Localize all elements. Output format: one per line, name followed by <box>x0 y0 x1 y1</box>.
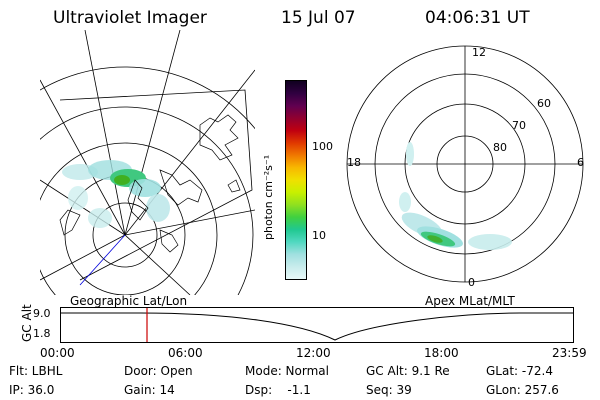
app-title: Ultraviolet Imager <box>53 8 207 28</box>
mlat-label-70: 70 <box>512 119 526 132</box>
mlt-label-18: 18 <box>347 156 361 169</box>
timeline-y-tick-high: 9.0 <box>33 307 51 320</box>
right-map-caption: Apex MLat/MLT <box>425 294 515 308</box>
info-seq: Seq: 39 <box>366 383 412 397</box>
mlt-label-6: 6 <box>577 156 584 169</box>
aurora-emission-apex <box>399 142 512 250</box>
aurora-emission <box>62 160 170 228</box>
timeline-x-tick-3: 18:00 <box>424 346 459 360</box>
timeline-x-tick-4: 23:59 <box>552 346 587 360</box>
info-gc-alt: GC Alt: 9.1 Re <box>366 364 450 378</box>
colorbar-tick-100: 100 <box>312 140 333 153</box>
mlt-label-12: 12 <box>472 46 486 59</box>
colorbar <box>285 80 307 280</box>
altitude-timeline <box>60 307 574 343</box>
apex-map <box>346 45 584 283</box>
info-mode: Mode: Normal <box>245 364 329 378</box>
mlat-label-60: 60 <box>537 97 551 110</box>
date-label: 15 Jul 07 <box>281 8 356 28</box>
left-map-caption: Geographic Lat/Lon <box>70 294 188 308</box>
colorbar-tick-10: 10 <box>312 229 326 242</box>
timeline-x-tick-2: 12:00 <box>296 346 331 360</box>
info-door: Door: Open <box>124 364 193 378</box>
info-gain: Gain: 14 <box>124 383 175 397</box>
mlat-label-80: 80 <box>493 141 507 154</box>
info-filter: Flt: LBHL <box>9 364 63 378</box>
timeline-x-tick-0: 00:00 <box>40 346 75 360</box>
info-dsp: Dsp: -1.1 <box>245 383 311 397</box>
time-label: 04:06:31 UT <box>425 8 530 28</box>
info-glon: GLon: 257.6 <box>486 383 559 397</box>
timeline-x-tick-1: 06:00 <box>168 346 203 360</box>
geographic-map <box>40 30 255 295</box>
timeline-y-tick-low: 1.8 <box>33 327 51 340</box>
timeline-y-label: GC Alt <box>20 304 34 342</box>
info-ip: IP: 36.0 <box>9 383 55 397</box>
colorbar-unit-label: photon cm⁻²s⁻¹ <box>262 154 275 240</box>
info-glat: GLat: -72.4 <box>486 364 553 378</box>
mlt-label-0: 0 <box>468 276 475 289</box>
